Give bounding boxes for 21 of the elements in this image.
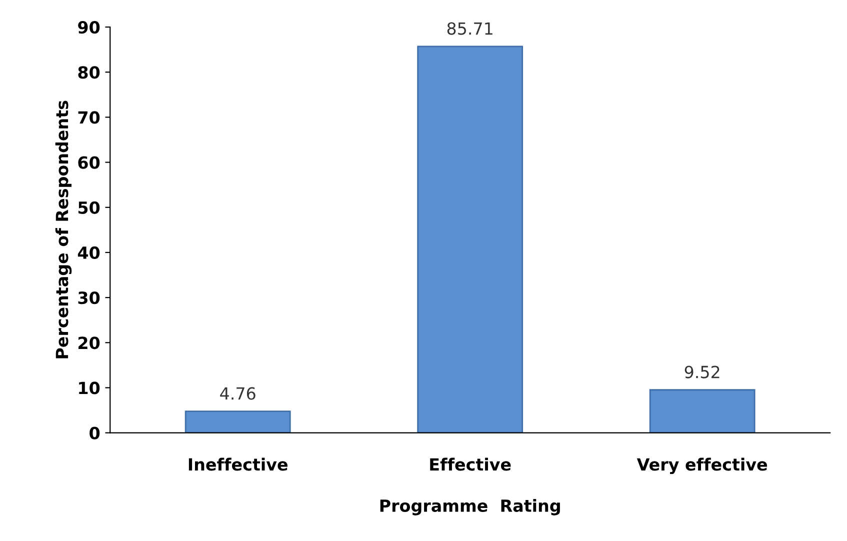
y-tick-label: 20 xyxy=(78,336,100,350)
bar xyxy=(649,389,756,433)
y-tick-label: 60 xyxy=(78,156,100,169)
y-tick-label: 10 xyxy=(79,382,100,394)
data-label: 85.71 xyxy=(447,22,492,35)
x-axis-title: Programme Rating xyxy=(380,499,560,516)
y-tick-label: 70 xyxy=(78,111,100,124)
y-tick-label: 90 xyxy=(78,21,100,34)
bar xyxy=(417,46,524,433)
x-tick-label: Very effective xyxy=(636,458,768,474)
x-tick-label: Effective xyxy=(430,458,511,471)
y-tick-label: 50 xyxy=(78,201,100,214)
data-label: 9.52 xyxy=(684,366,720,378)
x-tick-label: Ineffective xyxy=(188,458,288,471)
y-axis-title: Percentage of Respondents xyxy=(55,100,72,358)
y-tick-label: 80 xyxy=(78,66,100,79)
y-tick-label: 0 xyxy=(90,426,100,440)
bar xyxy=(184,410,291,433)
data-label: 4.76 xyxy=(220,387,256,400)
y-tick-label: 30 xyxy=(78,292,100,304)
y-tick-label: 40 xyxy=(78,246,100,260)
